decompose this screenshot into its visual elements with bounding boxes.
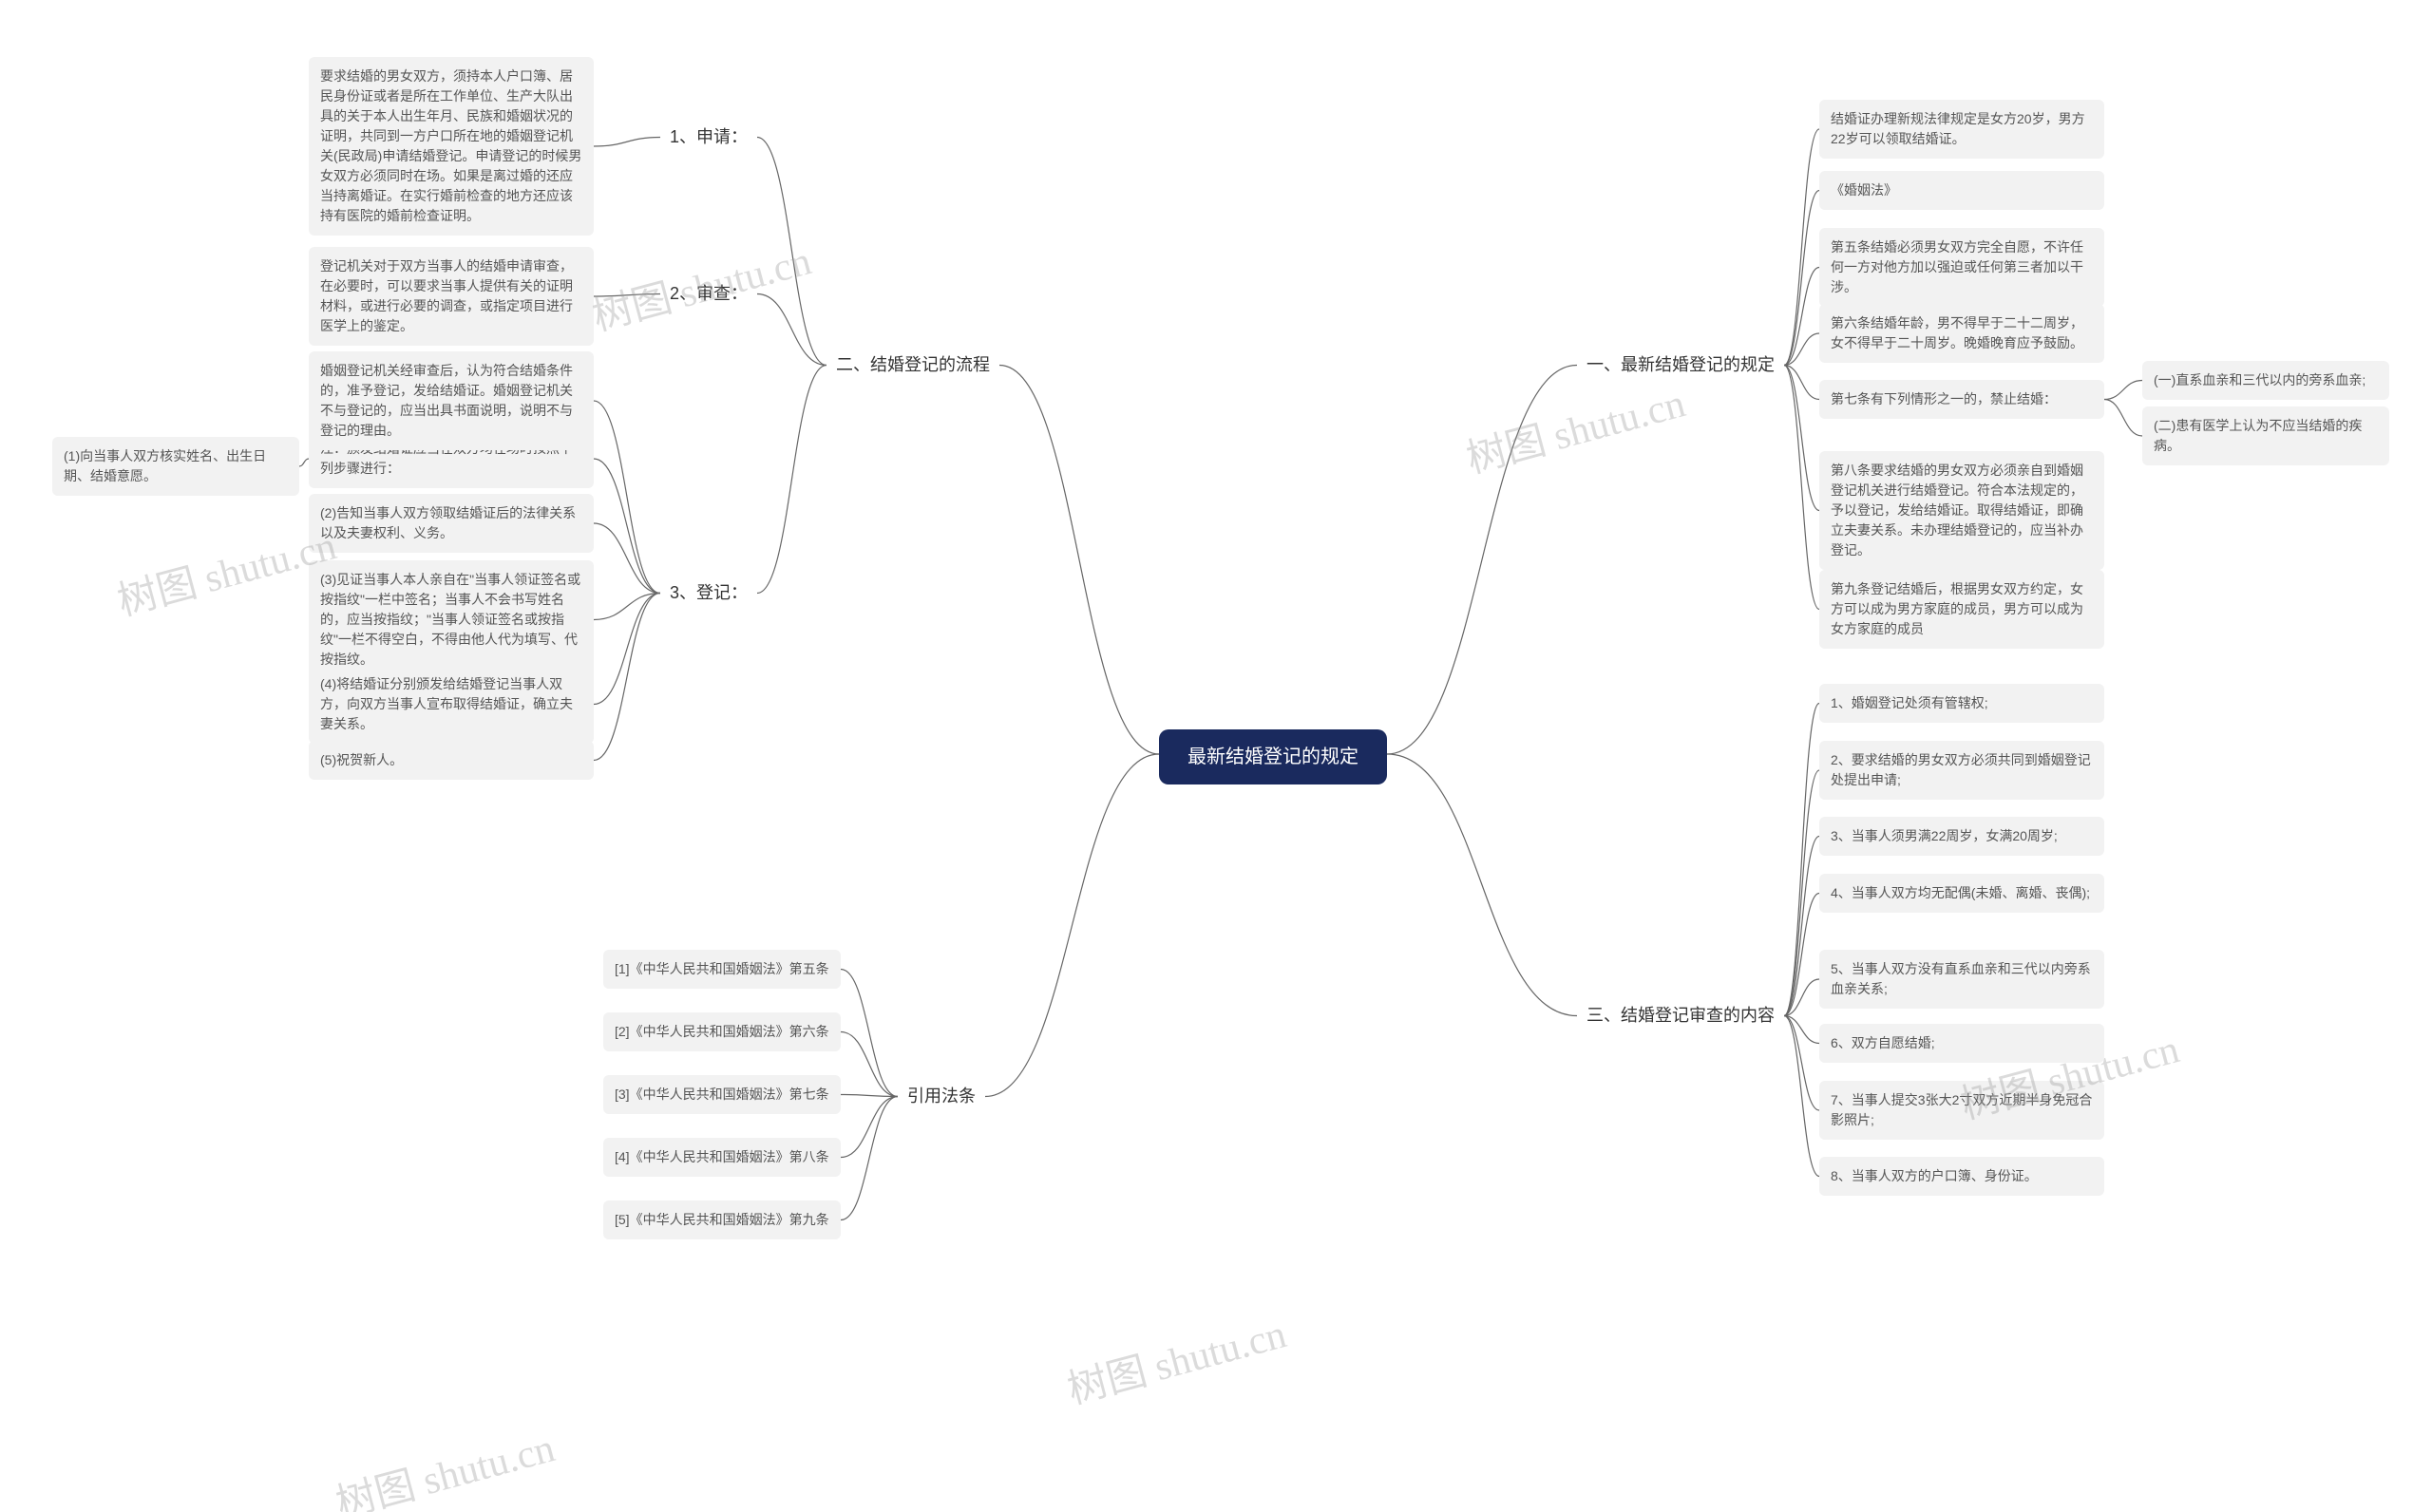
subnode-s2_2: 2、审查： [660, 275, 757, 312]
leaf-l3_3: 3、当事人须男满22周岁，女满20周岁; [1819, 817, 2104, 856]
branch-b2: 二、结婚登记的流程 [826, 347, 999, 384]
leaf-l1_5: 第八条要求结婚的男女双方必须亲自到婚姻登记机关进行结婚登记。符合本法规定的，予以… [1819, 451, 2104, 570]
leaf-l1_7b: (二)患有医学上认为不应当结婚的疾病。 [2142, 406, 2389, 465]
leaf-l3_7: 7、当事人提交3张大2寸双方近期半身免冠合影照片; [1819, 1081, 2104, 1140]
leaf-l3_1: 1、婚姻登记处须有管辖权; [1819, 684, 2104, 723]
leaf-l2_3e: (4)将结婚证分别颁发给结婚登记当事人双方，向双方当事人宣布取得结婚证，确立夫妻… [309, 665, 594, 744]
subnode-b1_7: 第七条有下列情形之一的，禁止结婚： [1819, 380, 2104, 419]
watermark: 树图 shutu.cn [1060, 1302, 1291, 1416]
subnode-s2_1: 1、申请： [660, 119, 757, 156]
leaf-l1_6: 第九条登记结婚后，根据男女双方约定，女方可以成为男方家庭的成员，男方可以成为女方… [1819, 570, 2104, 649]
leaf-l3_5: 5、当事人双方没有直系血亲和三代以内旁系血亲关系; [1819, 950, 2104, 1009]
leaf-l2_3f: (5)祝贺新人。 [309, 741, 594, 780]
leaf-l2_3a: 婚姻登记机关经审查后，认为符合结婚条件的，准予登记，发给结婚证。婚姻登记机关不与… [309, 351, 594, 450]
subnode-s2_3: 3、登记： [660, 575, 757, 612]
leaf-l3_6: 6、双方自愿结婚; [1819, 1024, 2104, 1063]
branch-b4: 引用法条 [898, 1078, 985, 1115]
leaf-l2_3c: (2)告知当事人双方领取结婚证后的法律关系以及夫妻权利、义务。 [309, 494, 594, 553]
leaf-l1_3: 第五条结婚必须男女双方完全自愿，不许任何一方对他方加以强迫或任何第三者加以干涉。 [1819, 228, 2104, 307]
leaf-l4_5: [5]《中华人民共和国婚姻法》第九条 [603, 1200, 841, 1239]
leaf-l4_2: [2]《中华人民共和国婚姻法》第六条 [603, 1012, 841, 1051]
leaf-l4_3: [3]《中华人民共和国婚姻法》第七条 [603, 1075, 841, 1114]
leaf-l1_7a: (一)直系血亲和三代以内的旁系血亲; [2142, 361, 2389, 400]
leaf-l2_1: 要求结婚的男女双方，须持本人户口簿、居民身份证或者是所在工作单位、生产大队出具的… [309, 57, 594, 236]
leaf-l3_4: 4、当事人双方均无配偶(未婚、离婚、丧偶); [1819, 874, 2104, 913]
mindmap-canvas: 最新结婚登记的规定 一、最新结婚登记的规定 二、结婚登记的流程三、结婚登记审查的内容… [0, 0, 2432, 1512]
leaf-l1_1: 结婚证办理新规法律规定是女方20岁，男方22岁可以领取结婚证。 [1819, 100, 2104, 159]
leaf-l1_2: 《婚姻法》 [1819, 171, 2104, 210]
watermark: 树图 shutu.cn [1459, 371, 1690, 485]
leaf-l2_3b: (1)向当事人双方核实姓名、出生日期、结婚意愿。 [52, 437, 299, 496]
branch-b1: 一、最新结婚登记的规定 [1577, 347, 1784, 384]
leaf-l2_2: 登记机关对于双方当事人的结婚申请审查，在必要时，可以要求当事人提供有关的证明材料… [309, 247, 594, 346]
leaf-l3_2: 2、要求结婚的男女双方必须共同到婚姻登记处提出申请; [1819, 741, 2104, 800]
leaf-l3_8: 8、当事人双方的户口簿、身份证。 [1819, 1157, 2104, 1196]
leaf-l4_4: [4]《中华人民共和国婚姻法》第八条 [603, 1138, 841, 1177]
leaf-l1_4: 第六条结婚年龄，男不得早于二十二周岁，女不得早于二十周岁。晚婚晚育应予鼓励。 [1819, 304, 2104, 363]
branch-b3: 三、结婚登记审查的内容 [1577, 997, 1784, 1034]
center-node: 最新结婚登记的规定 [1159, 729, 1387, 784]
leaf-l2_3d: (3)见证当事人本人亲自在"当事人领证签名或按指纹"一栏中签名；当事人不会书写姓… [309, 560, 594, 679]
watermark: 树图 shutu.cn [110, 514, 341, 628]
leaf-l4_1: [1]《中华人民共和国婚姻法》第五条 [603, 950, 841, 989]
watermark: 树图 shutu.cn [329, 1416, 560, 1512]
